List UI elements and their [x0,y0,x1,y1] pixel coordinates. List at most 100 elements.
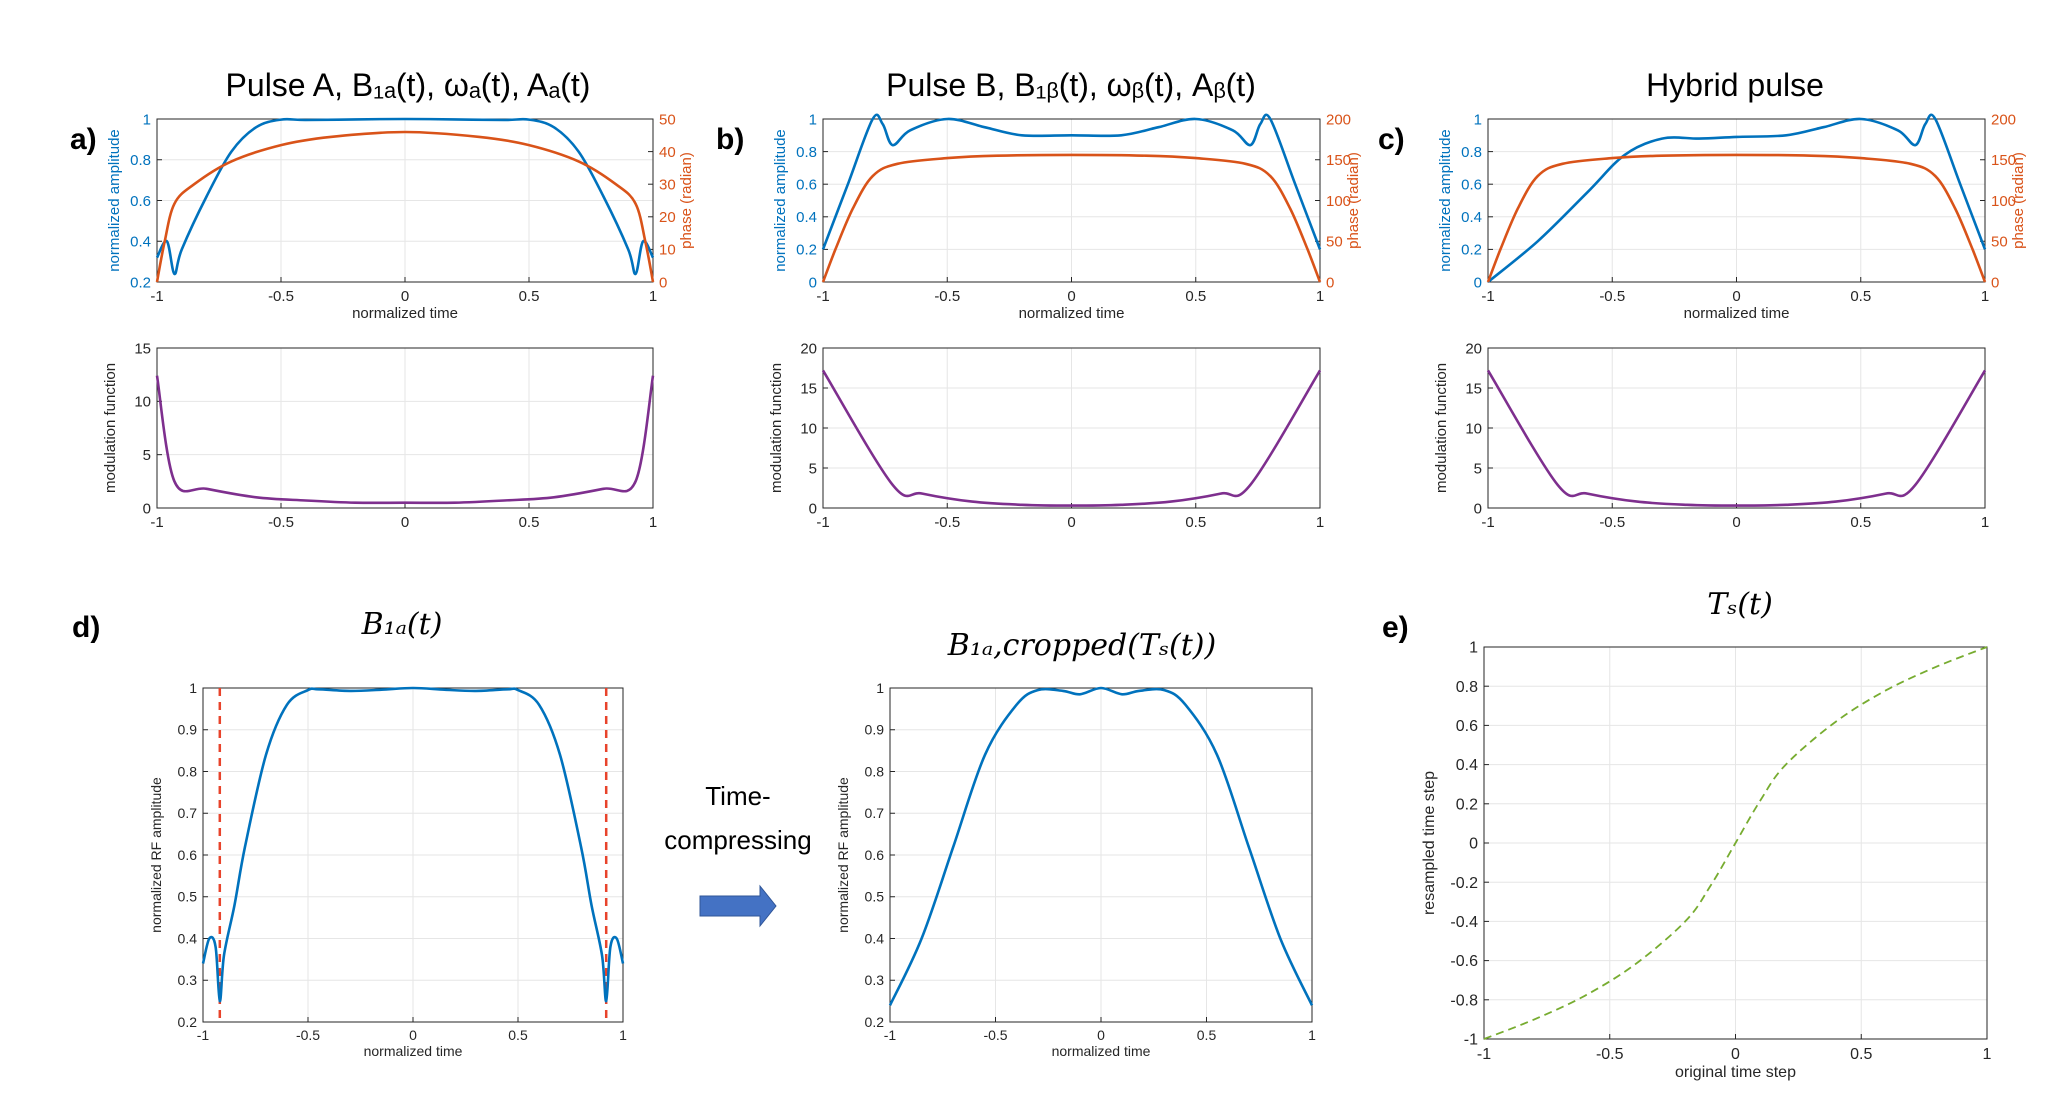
series-line-modulation [1486,369,1987,507]
title-pulse-b: Pulse B, B₁ᵦ(t), ωᵦ(t), Aᵦ(t) [886,67,1256,103]
y-axis-label: normalized RF amplitude [148,777,164,933]
y-tick-label: 0.9 [178,722,198,738]
y-tick-label: 1 [1474,111,1482,128]
y-tick-label: 0.7 [178,805,198,821]
panel-label-c: c) [1378,123,1405,156]
x-tick-label: 1 [1308,1027,1316,1043]
chart-d_right: -1 -0.5 0 0.5 1 0.2 0.3 0.4 0.5 0.6 0.7 0.8 0.9 1 norm… [835,680,1316,1059]
x-tick-label: -1 [197,1027,210,1043]
y-tick-label: 0.6 [1461,176,1482,193]
x-tick-label: -0.5 [1599,514,1625,531]
x-tick-label: 0 [401,514,409,531]
x-axis-label: normalized time [1019,305,1125,322]
series-line-mapping [1483,646,1988,1040]
y-axis-label: normalized amplitude [1437,129,1454,272]
x-tick-label: 0.5 [1197,1027,1217,1043]
y-tick-label: 5 [1474,460,1482,477]
series-line-amplitude [201,686,625,1003]
x-tick-label: -0.5 [296,1027,320,1043]
x-tick-label: 0 [1097,1027,1105,1043]
plot-frame [156,347,654,509]
y2-tick-label: 100 [1326,193,1351,210]
x-tick-label: -1 [1477,1046,1491,1063]
y2-tick-label: 200 [1991,111,2016,128]
chart-b_top: -1 -0.5 0 0.5 100.20.40.60.81050100150200nor… [772,111,1362,322]
y-tick-label: 1 [876,680,884,696]
y2-tick-label: 150 [1991,152,2016,169]
y-tick-label: 0.6 [130,193,151,210]
y-tick-label: 0 [1474,500,1482,517]
y-tick-label: 0.2 [796,242,817,259]
y2-tick-label: 0 [1326,274,1334,291]
y-tick-label: -1 [1464,1032,1478,1049]
y-tick-label: 0.8 [1456,679,1478,696]
arrow-label-line2: compressing [664,825,811,855]
y-tick-label: 0.4 [865,930,885,946]
y-tick-label: -0.6 [1450,953,1478,970]
y2-axis-label: phase (radian) [678,152,695,249]
chart-a_top: -1 -0.5 0 0.5 10.20.40.60.8101020304050norma… [106,111,695,322]
y-tick-label: 0.9 [865,722,885,738]
y-tick-label: 0.8 [796,144,817,161]
y-axis-label: normalized amplitude [772,129,789,272]
x-tick-label: 0.5 [1850,514,1871,531]
y-tick-label: 0.7 [865,805,885,821]
y-tick-label: 5 [809,460,817,477]
y-tick-label: 0.8 [130,152,151,169]
time-compressing-arrow [699,884,777,928]
y-tick-label: 0 [143,500,151,517]
y-tick-label: 15 [1465,380,1482,397]
y-tick-label: 1 [189,680,197,696]
y-tick-label: 0.8 [178,763,198,779]
y2-tick-label: 30 [659,176,676,193]
y-tick-label: 0.3 [865,972,885,988]
y-tick-label: 0.6 [865,847,885,863]
series-line-modulation [821,369,1322,507]
y2-tick-label: 200 [1326,111,1351,128]
x-tick-label: -0.5 [983,1027,1007,1043]
plot-frame [1487,347,1986,509]
x-tick-label: -1 [1481,288,1494,305]
y-tick-label: 0.5 [865,889,885,905]
y-tick-label: 0.6 [1456,718,1478,735]
y-tick-label: 0 [1474,274,1482,291]
y-tick-label: 0.4 [178,930,198,946]
y-tick-label: 0.2 [178,1014,198,1030]
x-tick-label: -1 [150,514,163,531]
x-axis-label: normalized time [352,305,458,322]
y-tick-label: 15 [134,340,151,357]
y2-axis-label: phase (radian) [1345,152,1362,249]
y-axis-label: normalized amplitude [106,129,123,272]
x-axis-label: original time step [1675,1064,1796,1081]
y-tick-label: 0.2 [1461,242,1482,259]
y2-tick-label: 150 [1326,152,1351,169]
series-line-modulation [155,375,655,505]
y-tick-label: -0.8 [1450,992,1478,1009]
x-tick-label: -0.5 [1599,288,1625,305]
plot-frame [822,347,1321,509]
x-tick-label: 1 [619,1027,627,1043]
x-tick-label: 1 [1981,514,1989,531]
x-tick-label: 0 [1732,288,1740,305]
y2-tick-label: 10 [659,242,676,259]
y-tick-label: 0.5 [178,889,198,905]
x-tick-label: 1 [649,514,657,531]
y-tick-label: 0.2 [130,274,151,291]
y2-tick-label: 0 [659,274,667,291]
y-tick-label: 0.4 [796,209,817,226]
x-tick-label: -0.5 [934,288,960,305]
x-tick-label: 0.5 [1850,288,1871,305]
y-tick-label: 10 [1465,420,1482,437]
x-tick-label: 0.5 [1185,514,1206,531]
x-tick-label: 0 [1067,514,1075,531]
x-tick-label: 0 [401,288,409,305]
y-tick-label: 0.8 [1461,144,1482,161]
y-tick-label: 1 [1469,640,1478,657]
y-tick-label: -0.2 [1450,875,1478,892]
y-tick-label: 0 [809,274,817,291]
plot-frame [1487,118,1986,283]
x-tick-label: 0 [1067,288,1075,305]
y2-tick-label: 50 [659,111,676,128]
